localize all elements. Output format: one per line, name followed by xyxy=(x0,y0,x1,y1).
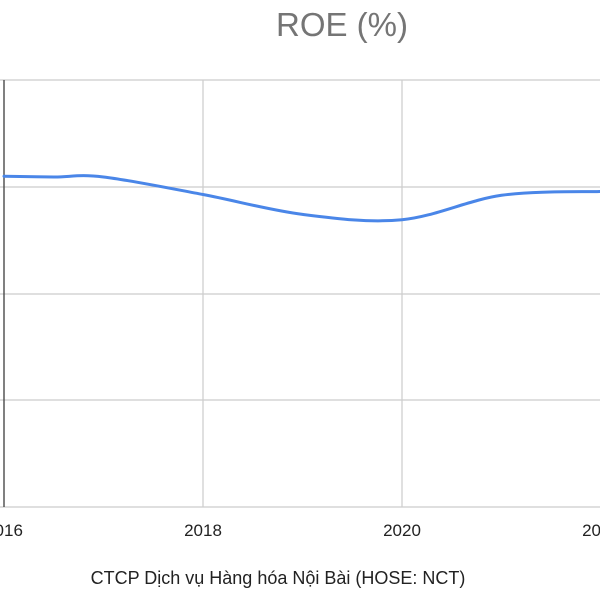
x-tick-label: 2020 xyxy=(383,521,421,540)
x-tick-label: 2018 xyxy=(184,521,222,540)
chart-title: ROE (%) xyxy=(276,6,408,43)
series-line-roe xyxy=(2,174,600,223)
x-axis-label: CTCP Dịch vụ Hàng hóa Nội Bài (HOSE: NCT… xyxy=(90,568,466,588)
grid-lines xyxy=(0,79,600,508)
x-tick-label: 2022 xyxy=(582,521,600,540)
x-tick-labels: 2016 2018 2020 2022 xyxy=(0,521,600,540)
x-tick-label: 2016 xyxy=(0,521,23,540)
series-lines xyxy=(2,174,600,223)
